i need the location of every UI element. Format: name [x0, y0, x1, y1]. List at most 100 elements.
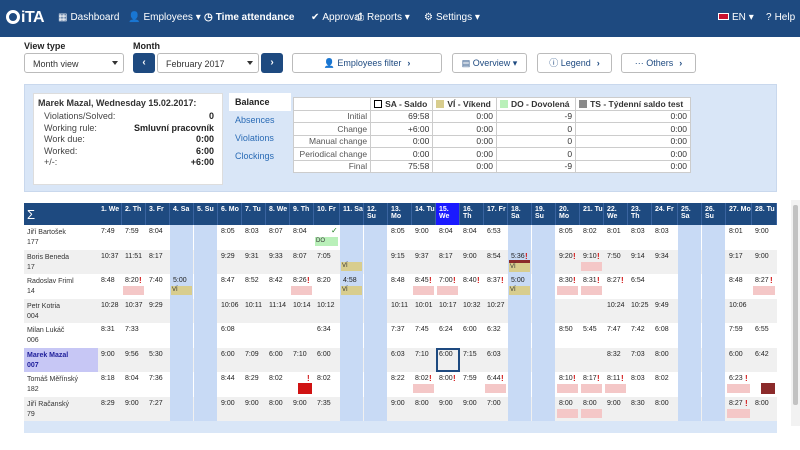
- day-time-cell[interactable]: 6:08: [655, 326, 669, 333]
- day-time-cell[interactable]: 8:02: [415, 375, 429, 382]
- day-time-cell[interactable]: 8:01: [607, 228, 621, 235]
- day-time-cell[interactable]: 7:05: [317, 252, 331, 260]
- violation-icon[interactable]: !: [597, 251, 600, 261]
- violation-icon[interactable]: !: [745, 398, 748, 408]
- day-time-cell[interactable]: 8:30: [559, 277, 573, 284]
- day-time-cell[interactable]: 9:34: [655, 252, 669, 260]
- nav-item-employees[interactable]: 👤 Employees ▾: [128, 12, 201, 23]
- day-time-cell[interactable]: 6:00: [317, 350, 331, 358]
- day-time-cell[interactable]: 7:59: [463, 375, 477, 382]
- day-header[interactable]: 16. Th: [460, 203, 484, 225]
- day-time-cell[interactable]: 8:05: [559, 228, 573, 235]
- day-time-cell[interactable]: 7:36: [149, 375, 163, 382]
- day-time-cell[interactable]: 5:00: [511, 277, 525, 284]
- day-time-cell[interactable]: 8:50: [559, 326, 573, 333]
- absence-tag[interactable]: VÍ: [509, 262, 530, 272]
- tab-balance[interactable]: Balance: [229, 93, 291, 111]
- day-time-cell[interactable]: 7:00: [487, 399, 501, 407]
- help-link[interactable]: ? Help: [766, 12, 795, 23]
- absence-tag[interactable]: [581, 384, 602, 393]
- day-time-cell[interactable]: 8:20: [125, 277, 139, 284]
- day-header[interactable]: 14. Tu: [412, 203, 436, 225]
- violation-icon[interactable]: !: [525, 251, 528, 261]
- violation-icon[interactable]: !: [573, 374, 576, 383]
- day-time-cell[interactable]: 9:00: [245, 399, 259, 407]
- day-time-cell[interactable]: 6:03: [391, 350, 405, 358]
- day-header[interactable]: 9. Th: [290, 203, 314, 225]
- day-time-cell[interactable]: 6:23: [729, 375, 743, 382]
- day-time-cell[interactable]: 7:47: [607, 326, 621, 333]
- employee-name-cell[interactable]: Marek Mazal 007: [24, 347, 98, 372]
- day-time-cell[interactable]: 9:00: [391, 399, 405, 407]
- day-time-cell[interactable]: 10:27: [487, 301, 505, 309]
- day-time-cell[interactable]: 8:00: [559, 399, 573, 407]
- tab-clockings[interactable]: Clockings: [235, 151, 275, 161]
- day-time-cell[interactable]: 8:54: [487, 252, 501, 260]
- day-time-cell[interactable]: 7:09: [245, 350, 259, 358]
- day-header[interactable]: 10. Fr: [314, 203, 340, 225]
- day-time-cell[interactable]: 10:11: [245, 301, 262, 309]
- day-time-cell[interactable]: 8:00: [439, 375, 453, 382]
- day-time-cell[interactable]: 9:00: [415, 228, 429, 235]
- day-time-cell[interactable]: 8:42: [269, 277, 283, 284]
- day-time-cell[interactable]: 8:03: [655, 228, 669, 235]
- day-time-cell[interactable]: 7:59: [729, 326, 743, 333]
- day-time-cell[interactable]: 9:00: [463, 252, 477, 260]
- day-time-cell[interactable]: 9:29: [149, 301, 163, 309]
- day-time-cell[interactable]: 9:49: [655, 301, 669, 309]
- day-header[interactable]: 13. Mo: [388, 203, 412, 225]
- violation-icon[interactable]: !: [621, 374, 624, 383]
- day-time-cell[interactable]: 8:00: [755, 399, 769, 407]
- day-time-cell[interactable]: 9:31: [245, 252, 259, 260]
- day-time-cell[interactable]: 8:17: [583, 375, 597, 382]
- day-time-cell[interactable]: 7:40: [149, 277, 163, 284]
- day-time-cell[interactable]: 6:03: [487, 350, 501, 358]
- day-time-cell[interactable]: 9:00: [293, 399, 307, 407]
- day-time-cell[interactable]: 8:03: [245, 228, 259, 235]
- prev-month-button[interactable]: ‹: [133, 53, 155, 73]
- day-header[interactable]: 23. Th: [628, 203, 652, 225]
- day-time-cell[interactable]: 6:53: [487, 228, 501, 235]
- absence-tag[interactable]: [753, 286, 775, 295]
- day-time-cell[interactable]: 8:04: [439, 228, 453, 235]
- absence-tag[interactable]: [413, 286, 434, 295]
- absence-tag[interactable]: [557, 408, 578, 418]
- day-time-cell[interactable]: 10:17: [439, 301, 457, 309]
- day-time-cell[interactable]: 6:00: [729, 350, 743, 358]
- day-time-cell[interactable]: 8:03: [631, 228, 645, 235]
- violation-icon[interactable]: !: [139, 276, 142, 285]
- day-header[interactable]: 12. Su: [364, 203, 388, 225]
- app-logo[interactable]: iTA: [6, 9, 45, 27]
- day-time-cell[interactable]: 7:00: [439, 277, 453, 284]
- day-header[interactable]: 6. Mo: [218, 203, 242, 225]
- sigma-header[interactable]: Σ: [27, 207, 36, 222]
- employees-filter-button[interactable]: 👤 Employees filter ›: [292, 53, 442, 73]
- day-time-cell[interactable]: 6:42: [755, 350, 769, 358]
- absence-tag[interactable]: [557, 286, 578, 295]
- day-time-cell[interactable]: 7:37: [391, 326, 405, 333]
- day-header[interactable]: 26. Su: [702, 203, 726, 225]
- day-header[interactable]: 8. We: [266, 203, 290, 225]
- day-time-cell[interactable]: 8:27: [729, 399, 743, 407]
- day-time-cell[interactable]: 8:00: [655, 350, 669, 358]
- absence-tag[interactable]: [413, 384, 434, 393]
- day-time-cell[interactable]: 9:10: [583, 252, 597, 260]
- day-time-cell[interactable]: 10:37: [101, 252, 119, 260]
- day-header[interactable]: 5. Su: [194, 203, 218, 225]
- absence-tag[interactable]: [557, 384, 578, 393]
- day-time-cell[interactable]: 8:30: [631, 399, 645, 407]
- violation-icon[interactable]: !: [477, 276, 480, 285]
- violation-icon[interactable]: !: [307, 276, 310, 285]
- day-time-cell[interactable]: 8:00: [655, 399, 669, 407]
- next-month-button[interactable]: ›: [261, 53, 283, 73]
- absence-tag[interactable]: [123, 286, 144, 295]
- day-time-cell[interactable]: 6:55: [755, 326, 769, 333]
- absence-tag[interactable]: [761, 383, 775, 394]
- day-header[interactable]: 11. Sa: [340, 203, 364, 225]
- others-button[interactable]: ··· Others ›: [621, 53, 696, 73]
- day-time-cell[interactable]: 6:34: [317, 326, 331, 333]
- day-header[interactable]: 3. Fr: [146, 203, 170, 225]
- language-selector[interactable]: EN ▾: [718, 12, 754, 23]
- absence-tag[interactable]: [298, 383, 312, 394]
- day-header[interactable]: 19. Su: [532, 203, 556, 225]
